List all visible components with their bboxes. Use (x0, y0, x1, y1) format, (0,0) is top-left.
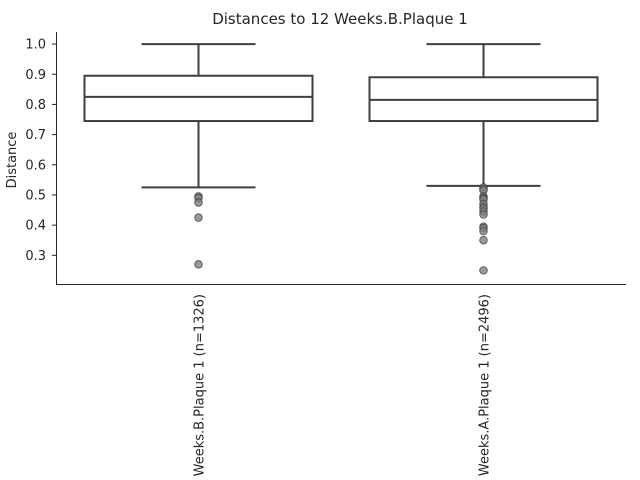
interquartile-box (83, 74, 314, 123)
y-tick-label: 0.4 (25, 219, 46, 234)
y-tick-label: 0.7 (25, 128, 46, 143)
x-axis-ticks: 12 Weeks.B.Plaque 1 (n=1326) 12 Weeks.A.P… (193, 294, 493, 480)
outlier-point (194, 213, 203, 222)
y-tick-label: 1.0 (25, 38, 46, 53)
y-tick-label: 0.8 (25, 98, 46, 113)
y-axis-ticks: 0.3 0.4 0.5 0.6 0.7 0.8 0.9 1.0 (25, 38, 56, 264)
outlier-point (479, 266, 488, 275)
x-tick-label: 12 Weeks.A.Plaque 1 (n=2496) (478, 294, 493, 480)
y-tick-label: 0.3 (25, 249, 46, 264)
outlier-point (194, 260, 203, 269)
plot-area (83, 43, 599, 275)
box-group (368, 43, 599, 275)
outlier-point (479, 236, 488, 245)
chart-title: Distances to 12 Weeks.B.Plaque 1 (212, 10, 468, 28)
outlier-point (479, 226, 488, 236)
y-axis-label: Distance (5, 132, 20, 189)
y-tick-label: 0.9 (25, 68, 46, 83)
outlier-point (194, 198, 203, 207)
box-group (83, 43, 314, 269)
y-tick-label: 0.5 (25, 188, 46, 203)
y-tick-label: 0.6 (25, 158, 46, 173)
outlier-point (479, 210, 488, 219)
x-tick-label: 12 Weeks.B.Plaque 1 (n=1326) (193, 294, 208, 480)
